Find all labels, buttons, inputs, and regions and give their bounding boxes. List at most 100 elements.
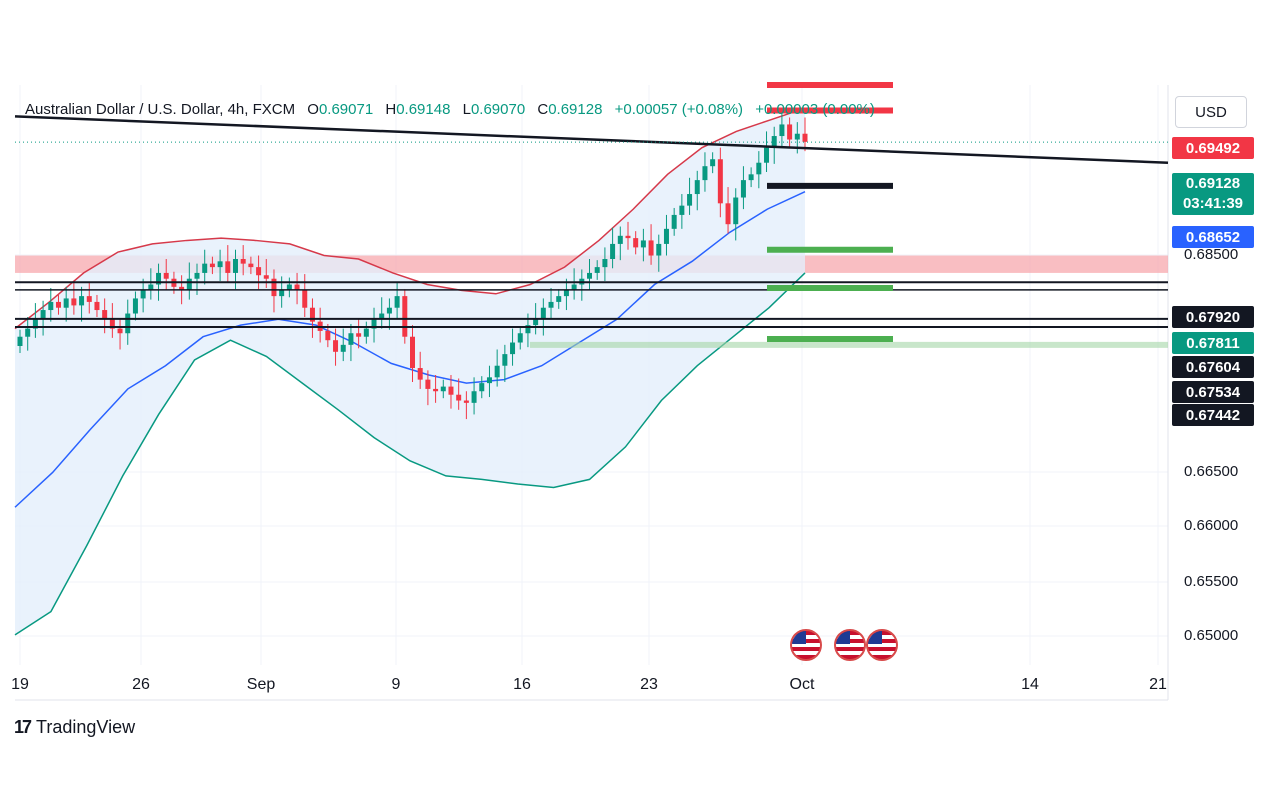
countdown-timer: 03:41:39 [1182,195,1244,212]
price-tag[interactable]: 0.67604 [1172,356,1254,378]
price-tag-value: 0.67534 [1185,383,1241,401]
candle-body [787,124,793,140]
price-tag[interactable]: 0.69492 [1172,137,1254,159]
candle-body [533,319,539,326]
candle-body [86,296,92,302]
candle-body [440,386,446,392]
symbol-title: Australian Dollar / U.S. Dollar, 4h, FXC… [25,101,296,118]
candle-body [294,284,300,291]
candle-body [240,259,246,264]
candle-body [663,228,669,244]
candle-body [548,301,554,308]
close-value: 0.69128 [548,101,603,118]
candle-body [117,328,123,334]
candle-body [779,124,785,137]
candle-body [148,284,154,291]
candle-body [286,284,292,291]
price-tag[interactable]: 0.67442 [1172,404,1254,426]
candle-body [517,333,523,343]
candle-body [186,278,192,291]
price-tag[interactable]: 0.69128 03:41:39 [1172,173,1254,215]
candle-body [486,377,492,384]
change2-value: +0.00003 (0.00%) [755,101,875,118]
candle-body [479,383,485,392]
candle-body [494,365,500,378]
candle-body [32,319,38,329]
x-tick-label: 16 [513,676,531,693]
candle-body [656,243,662,256]
tradingview-logo[interactable]: 17 TradingView [14,717,135,738]
candle-body [402,296,408,337]
candle-body [448,386,454,395]
price-tag[interactable]: 0.67920 [1172,306,1254,328]
candle-body [502,354,508,366]
candle-body [263,275,269,279]
candle-body [79,296,85,306]
candle-body [363,328,369,337]
us-flag-icon[interactable] [790,629,822,661]
candle-body [571,284,577,291]
candle-body [671,214,677,229]
x-tick-label: Oct [789,676,815,693]
candle-body [463,400,469,403]
high-value: 0.69148 [396,101,451,118]
candle-body [510,342,516,355]
candle-body [410,336,415,369]
price-tag[interactable]: 0.68652 [1172,226,1254,248]
candle-body [94,301,100,311]
candle-body [309,307,315,322]
price-tag[interactable]: 0.67534 [1172,381,1254,403]
candle-body [63,298,69,308]
candle-body [232,259,238,273]
candle-body [140,290,146,299]
candle-body [702,166,708,181]
candle-body [194,272,200,279]
candle-body [756,162,762,175]
candle-body [125,313,131,334]
candle-body [71,298,77,306]
price-tag-value: 0.67442 [1185,406,1241,424]
x-tick-label: 14 [1021,676,1039,693]
tradingview-label: TradingView [36,717,136,737]
y-tick-label: 0.65000 [1184,627,1239,644]
high-label: H [385,101,397,118]
price-tag-value: 0.67604 [1185,358,1241,376]
candle-body [471,391,477,403]
candle-body [40,310,46,320]
candle-body [179,286,185,291]
candle-body [248,263,254,268]
bollinger-bands [14,107,806,636]
x-tick-label: 23 [640,676,658,693]
close-label: C [537,101,549,118]
candle-body [794,133,800,140]
candle-body [425,379,431,389]
candle-body [456,394,462,401]
candle-body [748,174,754,181]
currency-button[interactable]: USD [1175,96,1247,128]
low-label: L [462,101,471,118]
x-tick-label: 19 [11,676,29,693]
price-tag-value: 0.67920 [1185,308,1241,326]
candle-body [394,296,400,308]
candle-body [379,313,385,320]
candle-body [333,340,339,352]
candle-body [640,240,646,248]
price-tag-value: 0.69128 [1185,175,1241,192]
au-flag-icon[interactable] [834,629,866,661]
candle-body [648,240,654,256]
candle-body [386,307,392,314]
chart-header: Australian Dollar / U.S. Dollar, 4h, FXC… [25,101,875,118]
x-tick-label: Sep [246,676,276,693]
candle-body [625,235,631,239]
price-tag[interactable]: 0.67811 [1172,332,1254,354]
marker-lines [767,82,893,343]
candle-body [325,330,331,341]
candle-body [55,301,61,308]
candle-body [710,159,716,167]
candle-body [48,301,54,311]
us-flag-icon[interactable] [866,629,898,661]
candle-body [679,205,685,215]
candle-body [563,290,569,297]
candle-body [109,319,115,329]
